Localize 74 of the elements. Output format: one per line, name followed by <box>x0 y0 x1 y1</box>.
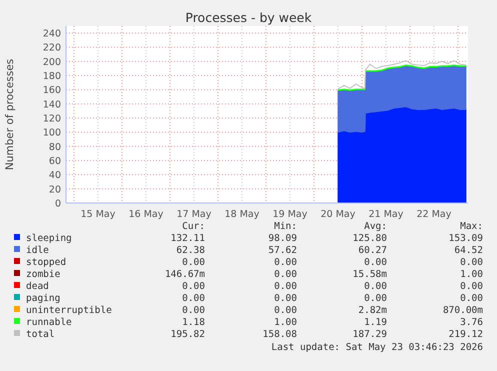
text: 0.00 <box>274 281 298 292</box>
x-tick-label: 22 May <box>416 209 452 220</box>
text: 0.00 <box>274 257 298 268</box>
text: Max: <box>460 221 483 232</box>
text: 0.00 <box>182 257 206 268</box>
text: Min: <box>274 221 297 232</box>
text: 62.38 <box>176 245 206 256</box>
text: 195.82 <box>170 329 205 340</box>
text: 0.00 <box>274 305 298 316</box>
y-tick-label: 0 <box>54 198 61 210</box>
y-tick-label: 120 <box>42 114 61 125</box>
text: Cur: <box>182 221 205 232</box>
y-tick-label: 60 <box>48 156 61 168</box>
y-tick-label: 160 <box>42 85 61 96</box>
text: 125.80 <box>352 233 388 244</box>
x-tick-label: 15 May <box>80 209 116 220</box>
x-tick-label: 19 May <box>272 209 308 220</box>
text: 60.27 <box>358 245 387 256</box>
text: 3.76 <box>460 317 484 328</box>
y-tick-label: 180 <box>42 71 61 82</box>
x-tick-label: 18 May <box>224 209 260 220</box>
text: 98.09 <box>268 233 298 244</box>
text: 0.00 <box>274 269 298 280</box>
legend-label: runnable <box>26 317 72 328</box>
text: 1.19 <box>364 317 388 328</box>
x-tick-label: 16 May <box>128 209 164 220</box>
text: 187.29 <box>352 329 388 340</box>
text: 153.09 <box>448 233 484 244</box>
text: 0.00 <box>460 293 484 304</box>
text: Avg: <box>364 221 387 232</box>
y-tick-label: 20 <box>48 184 61 196</box>
y-tick-label: 40 <box>48 170 61 182</box>
text: 0.00 <box>274 293 298 304</box>
text: 870.00m <box>442 305 484 316</box>
text: 1.00 <box>274 317 298 328</box>
legend-label: zombie <box>26 269 61 280</box>
y-tick-label: 200 <box>42 56 61 68</box>
text: 158.08 <box>262 329 298 340</box>
text: 2.82m <box>358 305 388 316</box>
text: 132.11 <box>170 233 206 244</box>
text: 0.00 <box>364 257 388 268</box>
text: 0.00 <box>182 281 206 292</box>
text: 219.12 <box>448 329 483 340</box>
text: 0.00 <box>460 281 484 292</box>
text: 64.52 <box>454 245 483 256</box>
y-tick-label: 240 <box>42 28 61 40</box>
y-tick-label: 100 <box>42 128 61 139</box>
x-tick-label: 20 May <box>320 209 356 220</box>
x-tick-label: 21 May <box>368 209 404 220</box>
text: 15.58m <box>352 269 388 280</box>
y-axis-title: Number of processes <box>4 58 16 170</box>
legend-label: sleeping <box>26 233 72 244</box>
text: 0.00 <box>364 293 388 304</box>
text: 146.67m <box>164 269 206 280</box>
text: 0.00 <box>364 281 388 292</box>
legend-label: paging <box>26 293 60 304</box>
text: 0.00 <box>182 305 206 316</box>
line-series <box>338 60 466 90</box>
legend-label: stopped <box>26 257 66 268</box>
text: Last update: Sat May 23 03:46:23 2026 <box>271 342 484 353</box>
y-tick-label: 220 <box>42 42 61 54</box>
text: 0.00 <box>460 257 484 268</box>
x-tick-label: 17 May <box>176 209 212 220</box>
text: 0.00 <box>182 293 206 304</box>
y-tick-label: 140 <box>42 99 61 110</box>
legend-label: uninterruptible <box>26 305 112 316</box>
text: 1.18 <box>182 317 206 328</box>
legend-label: idle <box>26 245 50 256</box>
y-tick-label: 80 <box>48 142 61 153</box>
legend-label: dead <box>26 281 49 292</box>
text: 1.00 <box>460 269 484 280</box>
chart-title: Processes - by week <box>185 10 312 25</box>
text: 57.62 <box>268 245 297 256</box>
legend-label: total <box>26 329 55 340</box>
